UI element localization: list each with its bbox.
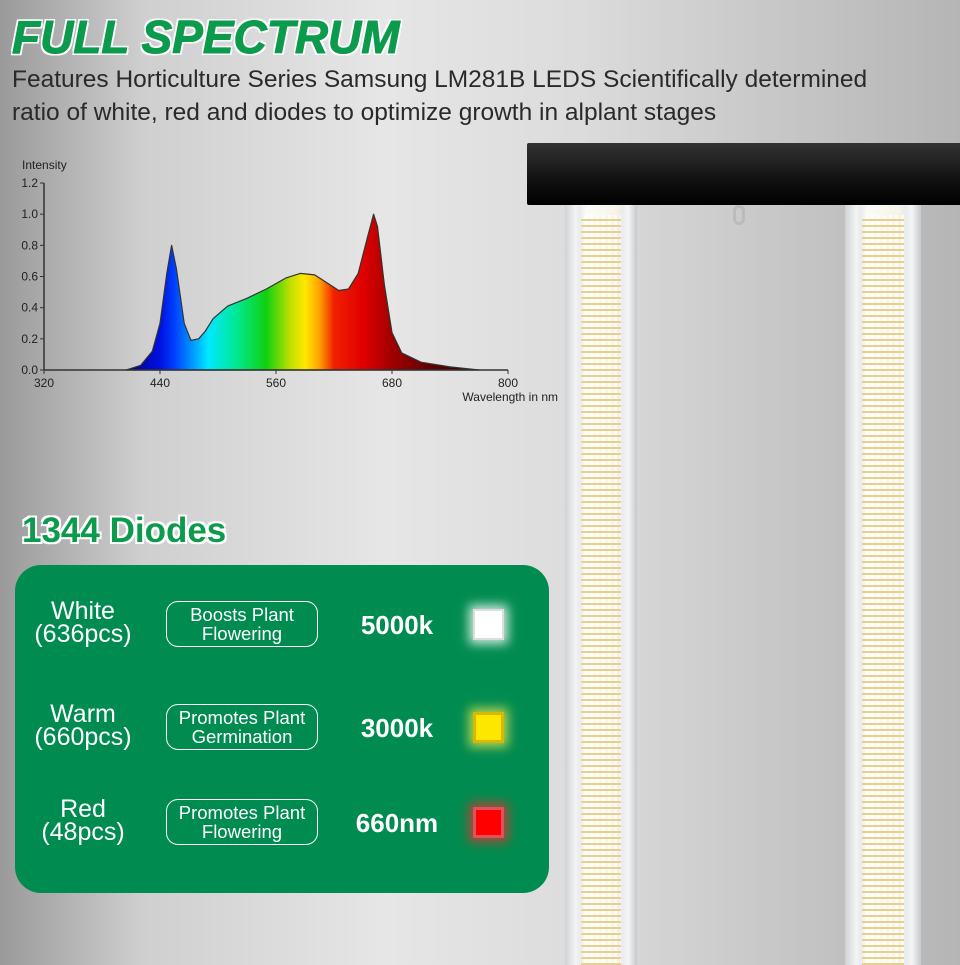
diode-value: 660nm	[355, 808, 439, 838]
diode-value: 5000k	[360, 610, 434, 640]
x-tick-label: 440	[150, 376, 170, 390]
diode-row-white: White (636pcs) Boosts Plant Flowering 5000…	[15, 594, 549, 654]
diode-name: Warm (660pcs)	[34, 700, 132, 751]
diode-name: Red (48pcs)	[41, 795, 125, 846]
diode-value: 3000k	[360, 713, 434, 743]
diode-row-red: Red (48pcs) Promotes Plant Flowering 660nm	[15, 792, 549, 852]
fixture-crossbar	[527, 143, 960, 205]
x-tick-label: 680	[382, 376, 402, 390]
led-bar-left	[565, 205, 637, 965]
diode-desc-pill: Promotes Plant Flowering	[166, 799, 318, 845]
y-tick-label: 1.2	[21, 176, 38, 190]
diodes-heading: 1344 Diodes	[22, 511, 227, 550]
y-axis-label: Intensity	[22, 158, 67, 172]
led-bar-right	[845, 205, 921, 965]
diode-desc-pill: Promotes Plant Germination	[166, 704, 318, 750]
color-swatch-warm	[473, 712, 504, 743]
diode-table: White (636pcs) Boosts Plant Flowering 5000…	[15, 565, 549, 893]
spectrum-chart: 320 440 560 680 800 0.0 0.2 0.4 0.6 0.8 1.0 1.2 Inte…	[21, 158, 558, 404]
page-title: FULL SPECTRUM	[12, 11, 401, 64]
color-swatch-white	[473, 609, 504, 640]
x-axis-label: Wavelength in nm	[462, 390, 558, 404]
y-tick-label: 0.2	[21, 332, 38, 346]
y-tick-label: 0.4	[21, 301, 38, 315]
color-swatch-red	[473, 807, 504, 838]
y-tick-label: 0.0	[21, 363, 38, 377]
y-tick-label: 1.0	[21, 207, 38, 221]
y-tick-label: 0.8	[21, 238, 38, 252]
diode-name: White (636pcs)	[34, 597, 132, 648]
x-tick-label: 560	[266, 376, 286, 390]
x-tick-label: 320	[34, 376, 54, 390]
hanging-hook	[733, 205, 745, 225]
subtitle-line-1: Features Horticulture Series Samsung LM2…	[12, 66, 868, 93]
diode-desc-pill: Boosts Plant Flowering	[166, 601, 318, 647]
subtitle-line-2: ratio of white, red and diodes to optimi…	[12, 99, 717, 126]
diode-row-warm: Warm (660pcs) Promotes Plant Germination 3…	[15, 697, 549, 757]
y-tick-label: 0.6	[21, 270, 38, 284]
x-tick-label: 800	[498, 376, 518, 390]
spectrum-area	[125, 213, 480, 371]
